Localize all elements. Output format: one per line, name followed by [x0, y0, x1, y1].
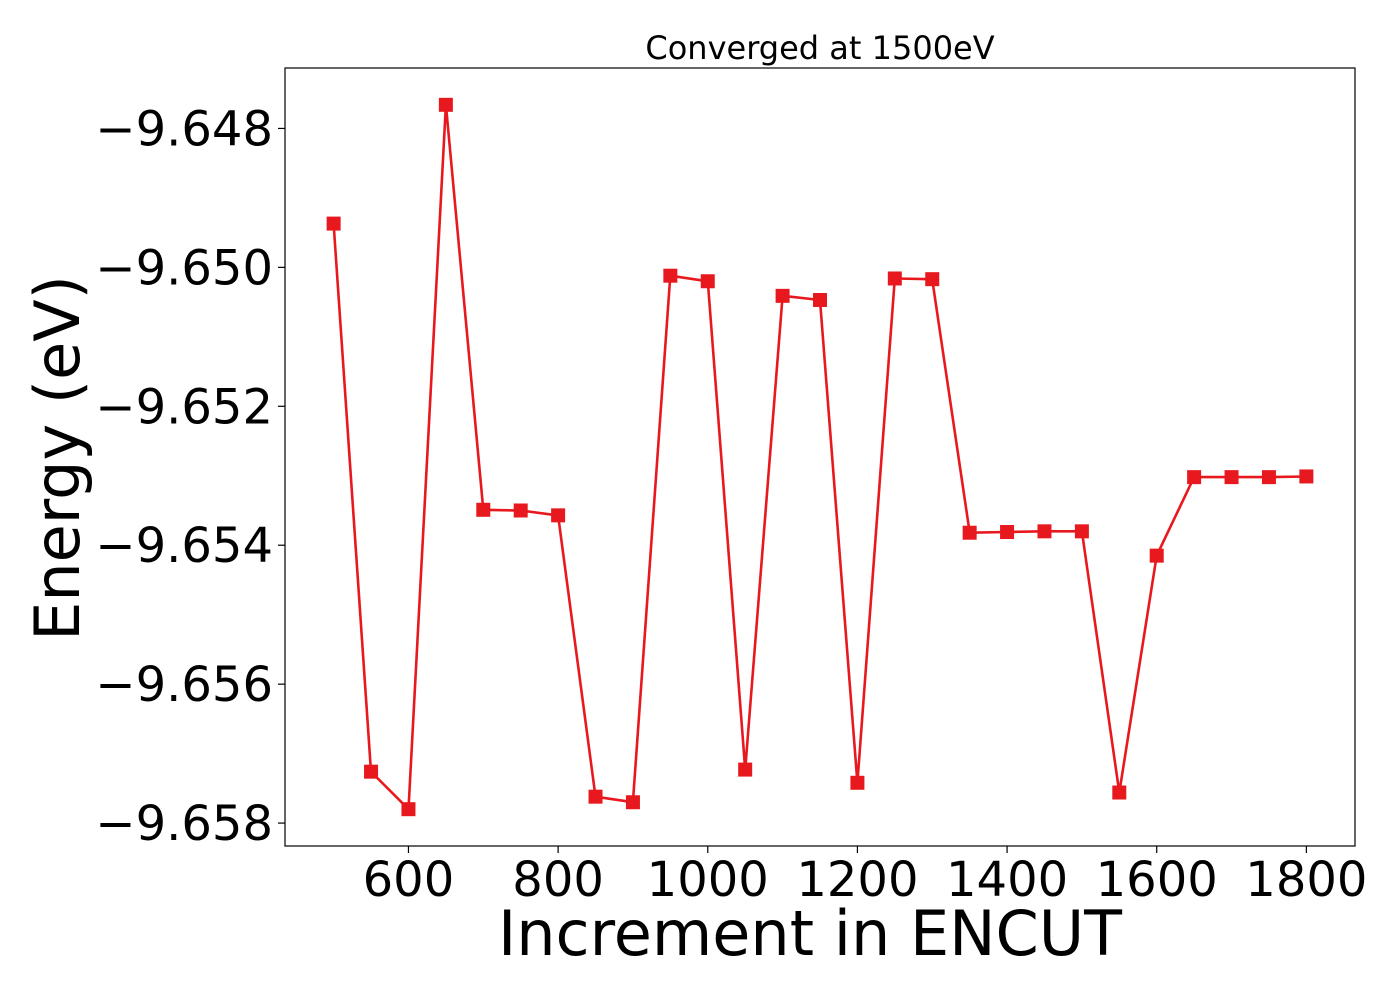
x-axis: 600 800 1000 1200 1400 1600 1800 [363, 846, 1367, 908]
x-tick-label: 600 [363, 852, 455, 908]
series-line [332, 103, 1307, 811]
data-point [850, 775, 865, 790]
data-point [887, 271, 902, 286]
data-point [401, 802, 416, 817]
data-point [1074, 524, 1089, 539]
y-tick-label: −9.648 [95, 101, 273, 157]
x-axis-label: Increment in ENCUT [498, 897, 1123, 970]
y-tick-label: −9.650 [95, 240, 273, 296]
data-point [1299, 469, 1314, 484]
data-point [588, 789, 603, 804]
x-tick-label: 800 [512, 852, 604, 908]
data-point [513, 503, 528, 518]
data-point [476, 502, 491, 517]
y-axis: −9.648 −9.650 −9.652 −9.654 −9.656 −9.658 [95, 101, 285, 852]
y-tick-label: −9.652 [95, 379, 273, 435]
data-point [364, 764, 379, 779]
data-point [962, 525, 977, 540]
chart-title: Converged at 1500eV [645, 29, 994, 67]
data-point [1037, 524, 1052, 539]
data-point [1000, 525, 1015, 540]
data-point [551, 508, 566, 523]
x-tick-label: 1800 [1245, 852, 1367, 908]
plot-area [284, 67, 1356, 847]
x-tick-label: 1000 [647, 852, 769, 908]
data-point [925, 272, 940, 287]
data-point [775, 288, 790, 303]
y-tick-label: −9.654 [95, 518, 273, 574]
data-point [813, 293, 827, 308]
x-tick-label: 1400 [946, 852, 1068, 908]
data-point [1187, 470, 1202, 485]
data-point [700, 274, 715, 289]
data-point [663, 268, 678, 283]
data-point [326, 216, 341, 231]
data-point [738, 762, 753, 777]
y-tick-label: −9.656 [95, 657, 273, 713]
y-axis-label: Energy (eV) [21, 275, 94, 641]
y-tick-label: −9.658 [95, 796, 273, 852]
data-point [625, 795, 640, 810]
x-tick-label: 1600 [1096, 852, 1218, 908]
data-point [1149, 548, 1164, 563]
series-layer [326, 97, 1314, 817]
data-point [1112, 785, 1127, 800]
data-point [438, 97, 453, 112]
x-tick-label: 1200 [796, 852, 918, 908]
data-point [1224, 470, 1239, 485]
data-point [1261, 470, 1276, 485]
